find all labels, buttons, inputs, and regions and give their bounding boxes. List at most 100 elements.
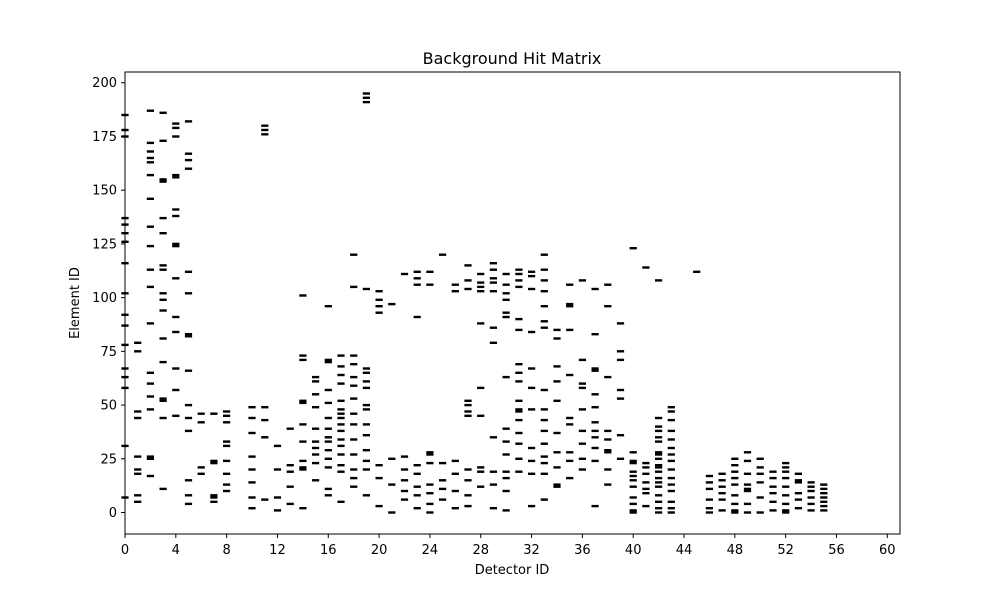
- hit-mark: [477, 322, 485, 325]
- hit-mark: [489, 483, 497, 486]
- hit-mark: [591, 369, 599, 372]
- hit-mark: [502, 292, 510, 295]
- hit-mark: [159, 399, 167, 402]
- hit-mark: [756, 457, 764, 460]
- hit-mark: [515, 408, 523, 411]
- hit-mark: [362, 287, 370, 291]
- hit-mark: [591, 333, 599, 336]
- hit-mark: [299, 466, 307, 469]
- hit-mark: [197, 466, 205, 469]
- hit-mark: [146, 408, 154, 411]
- hit-mark: [286, 485, 294, 488]
- hit-mark: [362, 449, 370, 452]
- hit-mark: [337, 373, 345, 377]
- hit-mark: [159, 298, 167, 301]
- hit-mark: [667, 507, 675, 510]
- hit-mark: [159, 232, 167, 235]
- hit-mark: [146, 395, 154, 398]
- hit-mark: [705, 474, 713, 478]
- hit-mark: [629, 451, 637, 454]
- hit-mark: [553, 365, 561, 368]
- hit-mark: [159, 416, 167, 420]
- hit-mark: [515, 470, 523, 473]
- hit-mark: [655, 457, 663, 460]
- hit-mark: [769, 509, 777, 512]
- hit-mark: [731, 470, 739, 473]
- hit-mark: [159, 111, 167, 114]
- y-tick-label: 125: [92, 237, 117, 252]
- hit-mark: [159, 264, 167, 267]
- hit-mark: [477, 281, 485, 284]
- hit-mark: [337, 423, 345, 426]
- y-tick-label: 150: [92, 184, 117, 199]
- hit-mark: [350, 453, 358, 456]
- hit-mark: [337, 354, 345, 357]
- hit-mark: [629, 485, 637, 488]
- hit-mark: [743, 459, 752, 463]
- hit-mark: [820, 509, 828, 512]
- hit-mark: [616, 457, 625, 460]
- hit-mark: [489, 470, 497, 473]
- hit-mark: [324, 449, 332, 452]
- hit-mark: [324, 305, 332, 308]
- hit-mark: [464, 399, 472, 402]
- chart-title: Background Hit Matrix: [423, 49, 602, 68]
- x-tick-label: 56: [828, 543, 845, 558]
- hit-mark: [413, 315, 421, 319]
- x-tick-label: 20: [371, 543, 388, 558]
- hit-mark: [820, 487, 828, 491]
- hit-mark: [578, 279, 586, 282]
- hit-mark: [223, 483, 231, 486]
- hit-mark: [655, 470, 663, 473]
- hit-mark: [159, 397, 167, 400]
- hit-mark: [769, 492, 777, 495]
- hit-mark: [350, 476, 358, 480]
- hit-mark: [426, 270, 434, 273]
- x-tick-label: 4: [172, 543, 180, 558]
- hit-mark: [756, 496, 764, 499]
- hit-mark: [451, 507, 459, 510]
- hit-mark: [667, 489, 675, 493]
- hit-mark: [591, 504, 599, 508]
- hit-mark: [667, 418, 675, 422]
- hit-mark: [591, 429, 599, 433]
- hit-mark: [197, 412, 205, 415]
- hit-mark: [820, 504, 828, 508]
- hit-mark: [655, 425, 663, 428]
- hit-mark: [616, 388, 625, 392]
- hit-mark: [337, 429, 345, 433]
- hit-mark: [286, 427, 294, 430]
- hit-mark: [515, 328, 523, 332]
- hit-mark: [464, 468, 472, 471]
- hit-mark: [743, 489, 752, 493]
- hit-mark: [502, 375, 510, 379]
- hit-mark: [413, 270, 421, 273]
- hit-mark: [489, 436, 497, 439]
- hit-mark: [184, 479, 193, 482]
- hit-mark: [223, 414, 231, 417]
- hit-mark: [629, 474, 637, 478]
- hit-mark: [477, 470, 485, 473]
- hit-mark: [312, 440, 320, 443]
- hit-mark: [667, 446, 675, 450]
- hit-mark: [794, 479, 802, 482]
- hit-mark: [477, 414, 485, 417]
- hit-mark: [540, 268, 548, 271]
- hit-mark: [540, 455, 548, 458]
- hit-mark: [413, 464, 421, 467]
- hit-mark: [337, 412, 345, 415]
- hit-mark: [350, 375, 358, 379]
- hit-mark: [312, 479, 320, 482]
- hit-mark: [223, 459, 231, 463]
- hit-mark: [578, 429, 586, 433]
- hit-mark: [197, 472, 205, 475]
- hit-mark: [362, 403, 370, 407]
- hit-mark: [782, 509, 790, 512]
- hit-mark: [591, 393, 599, 396]
- hit-mark: [375, 476, 383, 480]
- hit-mark: [528, 386, 536, 390]
- hit-mark: [159, 216, 167, 220]
- hit-mark: [731, 483, 739, 486]
- hit-mark: [286, 464, 294, 467]
- hit-mark: [515, 399, 523, 402]
